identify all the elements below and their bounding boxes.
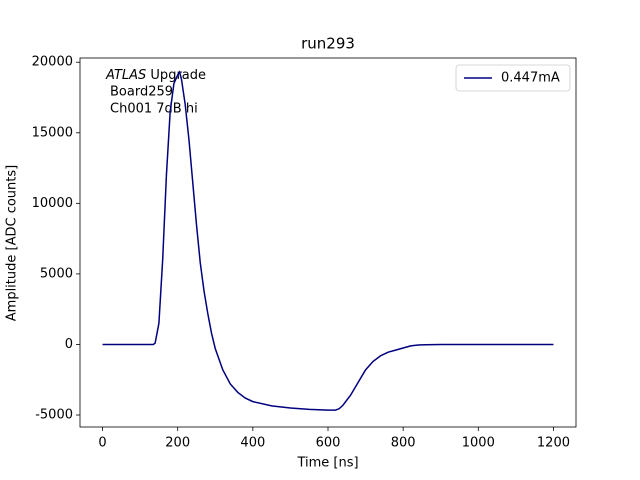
legend-label: 0.447mA xyxy=(501,71,560,86)
x-tick-label: 400 xyxy=(240,436,265,451)
y-tick-label: 20000 xyxy=(32,55,73,70)
x-tick-label: 200 xyxy=(165,436,190,451)
annotation-emphasis: ATLAS xyxy=(105,68,146,83)
plot-frame xyxy=(79,57,577,428)
legend-box xyxy=(455,64,571,92)
x-tick-label: 800 xyxy=(391,436,416,451)
data-line xyxy=(102,70,554,411)
chart-title: run293 xyxy=(301,35,355,53)
y-tick-label: 0 xyxy=(65,337,73,352)
x-axis-label: Time [ns] xyxy=(296,456,358,471)
y-tick-label: -5000 xyxy=(35,408,73,423)
x-tick-label: 600 xyxy=(316,436,341,451)
y-tick-label: 10000 xyxy=(32,196,73,211)
x-tick-label: 1000 xyxy=(462,436,495,451)
annotation-line: Board259 xyxy=(110,85,173,100)
y-axis-label: Amplitude [ADC counts] xyxy=(5,165,20,321)
annotation: ATLAS Upgrade xyxy=(105,68,206,83)
x-tick-label: 0 xyxy=(98,436,106,451)
x-tick-label: 1200 xyxy=(537,436,570,451)
annotation-line: Ch001 7dB hi xyxy=(110,102,198,117)
y-tick-label: 5000 xyxy=(40,266,73,281)
y-tick-label: 15000 xyxy=(32,125,73,140)
